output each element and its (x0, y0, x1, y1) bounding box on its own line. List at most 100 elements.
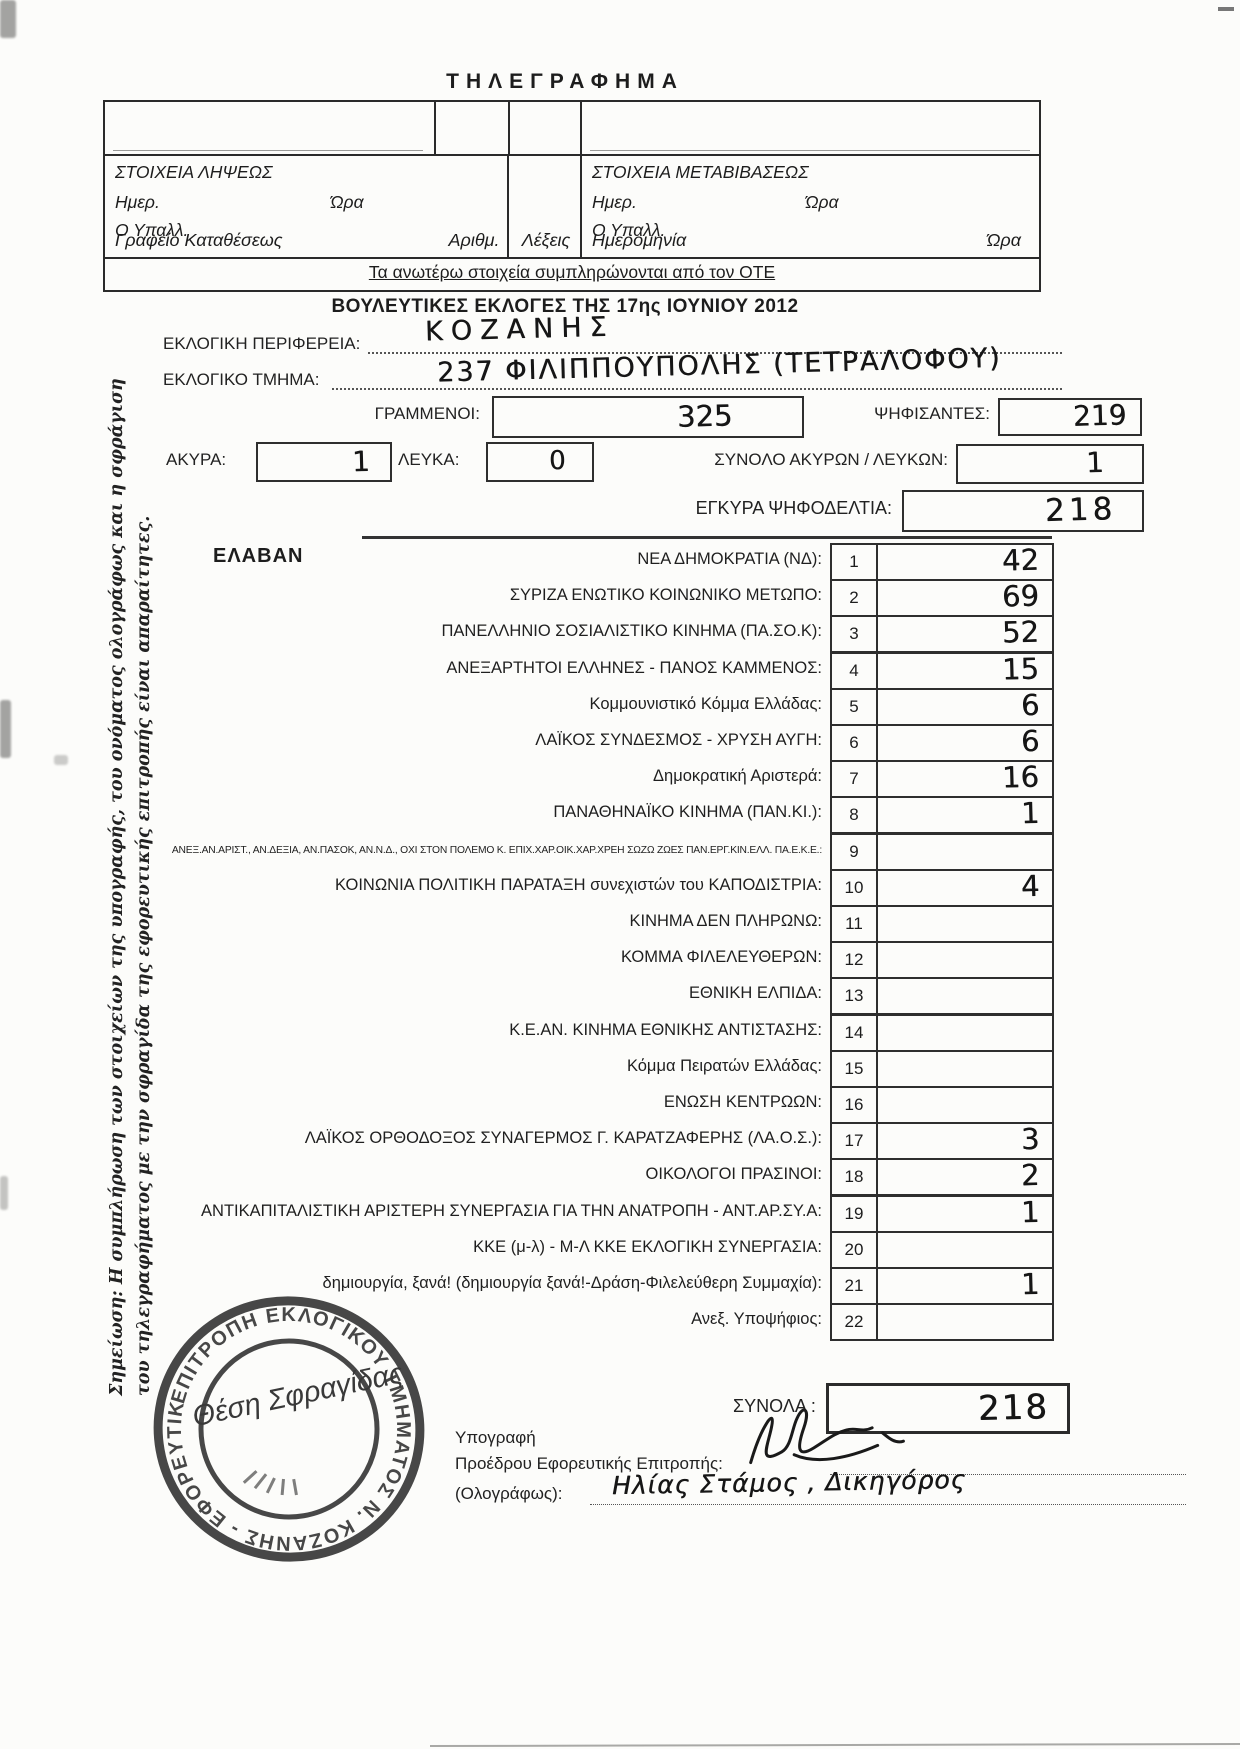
valid-ballots-label: ΕΓΚΥΡΑ ΨΗΦΟΔΕΛΤΙΑ: (695, 498, 892, 518)
party-votes-value: 6 (1020, 687, 1040, 723)
side-note: Σημείωση: Η συμπλήρωση των στοιχείων της… (104, 378, 162, 1396)
party-row: ΣΥΡΙΖΑ ΕΝΩΤΙΚΟ ΚΟΙΝΩΝΙΚΟ ΜΕΤΩΠΟ: 2 69 (130, 579, 1054, 618)
valid-ballots-value: 218 (1044, 491, 1117, 529)
party-votes-cell (874, 832, 1054, 871)
district-value: ΚΟΖΑΝΗΣ (424, 311, 615, 348)
party-number-cell: 11 (830, 905, 878, 943)
totals-box: 218 (826, 1383, 1070, 1434)
party-row: ΑΝΕΞΑΡΤΗΤΟΙ ΕΛΛΗΝΕΣ - ΠΑΝΟΣ ΚΑΜΜΕΝΟΣ: 4 15 (130, 651, 1054, 690)
party-number-cell: 10 (830, 868, 878, 907)
party-name: Κ.Ε.ΑΝ. ΚΙΝΗΜΑ ΕΘΝΙΚΗΣ ΑΝΤΙΣΤΑΣΗΣ: (509, 1020, 822, 1039)
party-row: ΚΟΙΝΩΝΙΑ ΠΟΛΙΤΙΚΗ ΠΑΡΑΤΑΞΗ συνεχιστών το… (130, 869, 1054, 907)
party-number-cell: 1 (830, 543, 878, 581)
party-number-cell: 20 (830, 1230, 878, 1269)
party-votes-cell: 52 (874, 614, 1054, 654)
party-votes-value: 1 (1020, 1266, 1040, 1302)
party-number-cell: 16 (830, 1086, 878, 1124)
scan-artifact (0, 0, 16, 38)
party-votes-cell: 3 (874, 1121, 1054, 1161)
scan-dash (1218, 7, 1234, 11)
party-number-cell: 21 (830, 1267, 878, 1305)
scan-artifact (0, 700, 11, 758)
party-votes-value: 2 (1020, 1158, 1040, 1193)
party-row: ΑΝΤΙΚΑΠΙΤΑΛΙΣΤΙΚΗ ΑΡΙΣΤΕΡΗ ΣΥΝΕΡΓΑΣΙΑ ΓΙ… (130, 1194, 1054, 1233)
party-row: Κομμουνιστικό Κόμμα Ελλάδας: 5 6 (130, 688, 1054, 726)
party-votes-cell: 4 (874, 869, 1054, 907)
scan-artifact (0, 1176, 8, 1210)
words-column-label: Λέξεις (521, 230, 571, 250)
side-note-line-2: του τηλεγραφήματος με την σφραγίδα της ε… (134, 515, 154, 1396)
voted-box: 219 (998, 398, 1142, 436)
party-name: ΚΙΝΗΜΑ ΔΕΝ ΠΛΗΡΩΝΩ: (629, 912, 823, 930)
party-number-cell: 19 (830, 1194, 878, 1233)
party-name: ΣΥΡΙΖΑ ΕΝΩΤΙΚΟ ΚΟΙΝΩΝΙΚΟ ΜΕΤΩΠΟ: (509, 586, 822, 605)
party-name: ΛΑΪΚΟΣ ΣΥΝΔΕΣΜΟΣ - ΧΡΥΣΗ ΑΥΓΗ: (535, 731, 822, 749)
party-votes-value: 6 (1020, 723, 1040, 759)
party-name: ΚΟΙΝΩΝΙΑ ΠΟΛΙΤΙΚΗ ΠΑΡΑΤΑΞΗ συνεχιστών το… (334, 875, 822, 894)
party-row: ΠΑΝΕΛΛΗΝΙΟ ΣΟΣΙΑΛΙΣΤΙΚΟ ΚΙΝΗΜΑ (ΠΑ.ΣΟ.Κ)… (130, 615, 1054, 654)
party-number-cell: 7 (830, 760, 878, 799)
party-votes-cell: 1 (874, 1194, 1054, 1233)
party-votes-cell (874, 941, 1054, 980)
stamp-outer-ring (153, 1296, 425, 1562)
president-signature-mark (749, 1408, 905, 1465)
totals-label: ΣΥΝΟΛΑ : (733, 1396, 816, 1416)
invalid-label: ΑΚΥΡΑ: (166, 450, 227, 469)
party-row: ΚΙΝΗΜΑ ΔΕΝ ΠΛΗΡΩΝΩ: 11 (130, 905, 1054, 943)
party-name: Δημοκρατική Αριστερά: (653, 767, 822, 786)
party-votes-value: 42 (1001, 542, 1040, 578)
party-row: ΕΝΩΣΗ ΚΕΝΤΡΩΩΝ: 16 (130, 1086, 1054, 1124)
ote-note-text: Τα ανωτέρω στοιχεία συμπληρώνονται από τ… (368, 262, 776, 282)
stamp-ring-text: ΕΠΙΤΡΟΠΗ ΕΚΛΟΓΙΚΟΥ ΤΜΗΜΑΤΟΣ Ν. ΚΟΖΑΝΗΣ -… (119, 1259, 444, 1577)
party-votes-cell: 1 (874, 796, 1054, 835)
president-label: Προέδρου Εφορευτικής Επιτροπής: (455, 1454, 723, 1473)
party-row: ΟΙΚΟΛΟΓΟΙ ΠΡΑΣΙΝΟΙ: 18 2 (130, 1158, 1054, 1197)
party-votes-value: 15 (1001, 651, 1040, 687)
transmit-hour-label: Ώρα (805, 192, 839, 212)
scan-edge-line (429, 1742, 1240, 1748)
results-heading: ΕΛΑΒΑΝ (213, 545, 304, 567)
office-column-label: Γραφείο Καταθέσεως (115, 230, 283, 250)
party-votes-cell: 15 (874, 651, 1054, 690)
party-votes-value: 3 (1020, 1121, 1040, 1157)
party-number-cell: 22 (830, 1303, 878, 1342)
party-votes-cell: 1 (874, 1267, 1054, 1305)
party-name: Κόμμα Πειρατών Ελλάδας: (626, 1056, 822, 1075)
registered-box: 325 (492, 396, 804, 438)
registered-value: 325 (676, 398, 733, 434)
party-row: ΠΑΝΑΘΗΝΑΪΚΟ ΚΙΝΗΜΑ (ΠΑΝ.ΚΙ.): 8 1 (130, 796, 1054, 835)
party-name: ΛΑΪΚΟΣ ΟΡΘΟΔΟΞΟΣ ΣΥΝΑΓΕΡΜΟΣ Γ. ΚΑΡΑΤΖΑΦΕ… (304, 1129, 822, 1148)
receipt-hour-label: Ώρα (330, 192, 364, 212)
blank-value: 0 (549, 445, 567, 477)
party-votes-cell: 42 (874, 543, 1054, 581)
transmit-clerk-label: Ο Υπαλλ. (592, 220, 666, 240)
party-votes-cell: 6 (874, 724, 1054, 762)
party-name: ΟΙΚΟΛΟΓΟΙ ΠΡΑΣΙΝΟΙ: (645, 1165, 822, 1184)
party-votes-cell: 6 (874, 688, 1054, 726)
party-number-cell: 6 (830, 724, 878, 762)
party-number-cell: 9 (830, 832, 878, 871)
date-column-label: Ημερομηνία (592, 230, 687, 250)
party-name: Κομμουνιστικό Κόμμα Ελλάδας: (589, 694, 822, 713)
party-row: Δημοκρατική Αριστερά: 7 16 (130, 760, 1054, 799)
party-row: ΛΑΪΚΟΣ ΟΡΘΟΔΟΞΟΣ ΣΥΝΑΓΕΡΜΟΣ Γ. ΚΑΡΑΤΖΑΦΕ… (130, 1122, 1054, 1161)
party-name: ΠΑΝΑΘΗΝΑΪΚΟ ΚΙΝΗΜΑ (ΠΑΝ.ΚΙ.): (553, 803, 822, 822)
invalid-blank-total-label: ΣΥΝΟΛΟ ΑΚΥΡΩΝ / ΛΕΥΚΩΝ: (714, 450, 948, 469)
party-name: ΕΘΝΙΚΗ ΕΛΠΙΔΑ: (689, 984, 822, 1003)
valid-ballots-box: 218 (902, 490, 1144, 532)
party-number-cell: 5 (830, 687, 878, 726)
party-votes-value: 52 (1001, 614, 1040, 650)
precinct-line (332, 366, 1062, 390)
invalid-value: 1 (351, 444, 371, 479)
party-name: ΑΝΕΞ.ΑΝ.ΑΡΙΣΤ., ΑΝ.ΔΕΞΙΑ, ΑΝ.ΠΑΣΟΚ, ΑΝ.Ν… (171, 844, 822, 856)
party-number-cell: 12 (830, 941, 878, 980)
committee-stamp: ΕΠΙΤΡΟΠΗ ΕΚΛΟΓΙΚΟΥ ΤΜΗΜΑΤΟΣ Ν. ΚΟΖΑΝΗΣ -… (119, 1259, 444, 1577)
party-name: ΑΝΤΙΚΑΠΙΤΑΛΙΣΤΙΚΗ ΑΡΙΣΤΕΡΗ ΣΥΝΕΡΓΑΣΙΑ ΓΙ… (201, 1201, 822, 1220)
holograph-line (590, 1480, 1186, 1505)
party-votes-cell (874, 977, 1054, 1016)
party-votes-cell (874, 1230, 1054, 1269)
party-number-cell: 2 (830, 579, 878, 618)
party-votes-cell (874, 1049, 1054, 1088)
party-number-cell: 4 (830, 651, 878, 690)
transmit-day-label: Ημερ. (592, 192, 637, 212)
